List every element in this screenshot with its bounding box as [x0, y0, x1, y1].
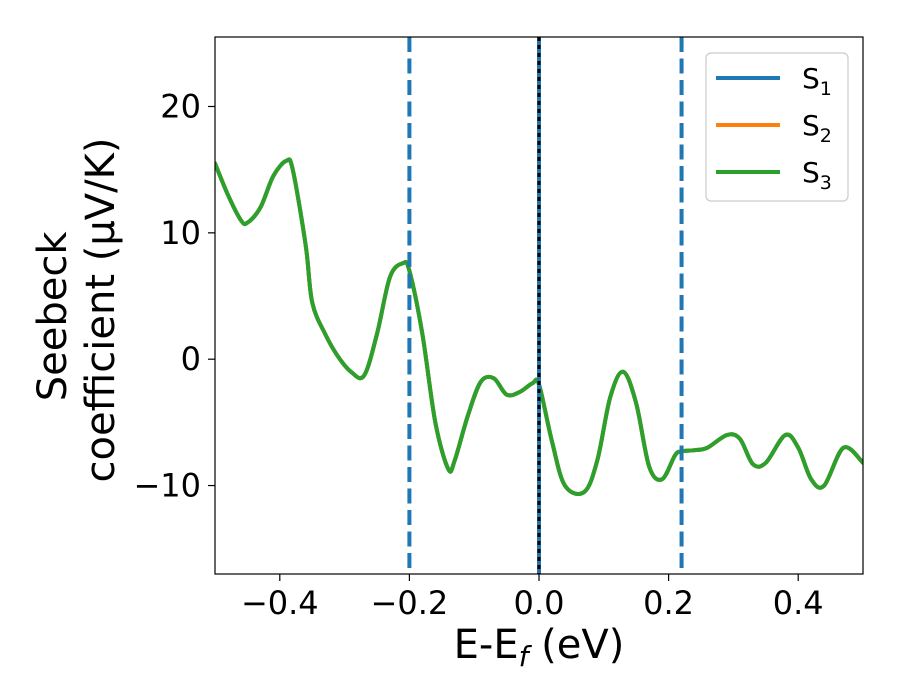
legend-label-s3: S3	[802, 156, 832, 194]
x-axis-label-main: E-E	[454, 622, 519, 668]
y-tick-label: −10	[133, 467, 201, 505]
x-tick-label: 0.0	[514, 584, 565, 622]
legend-label-name: S	[802, 156, 820, 189]
legend-label-subscript: 3	[820, 172, 832, 194]
legend-label-s1: S1	[802, 62, 832, 100]
y-axis-label-line1: Seebeck	[30, 231, 76, 402]
y-tick-label: 20	[160, 87, 201, 125]
y-tick-label: 10	[160, 214, 201, 252]
legend-label-name: S	[802, 62, 820, 95]
x-axis-label-unit: (eV)	[528, 622, 624, 668]
plot-inner	[215, 37, 863, 574]
x-axis-label: E-Ef (eV)	[454, 622, 625, 673]
y-axis-label: Seebeck coefficient (μV/K)	[30, 138, 124, 483]
axes: −0.4 −0.2 0.0 0.2 0.4 −10 0 10 20	[133, 36, 864, 622]
y-tick-label: 0	[181, 340, 201, 378]
legend-label-s2: S2	[802, 109, 832, 147]
x-tick-label: −0.2	[371, 584, 449, 622]
legend-label-subscript: 1	[820, 78, 832, 100]
plot-area	[215, 37, 863, 574]
legend-label-name: S	[802, 109, 820, 142]
legend-label-subscript: 2	[820, 125, 832, 147]
x-tick-label: 0.2	[643, 584, 694, 622]
x-tick-label: −0.4	[241, 584, 319, 622]
y-axis-label-line2: coefficient (μV/K)	[78, 138, 124, 483]
x-tick-label: 0.4	[773, 584, 824, 622]
series-line-s3	[215, 157, 863, 496]
